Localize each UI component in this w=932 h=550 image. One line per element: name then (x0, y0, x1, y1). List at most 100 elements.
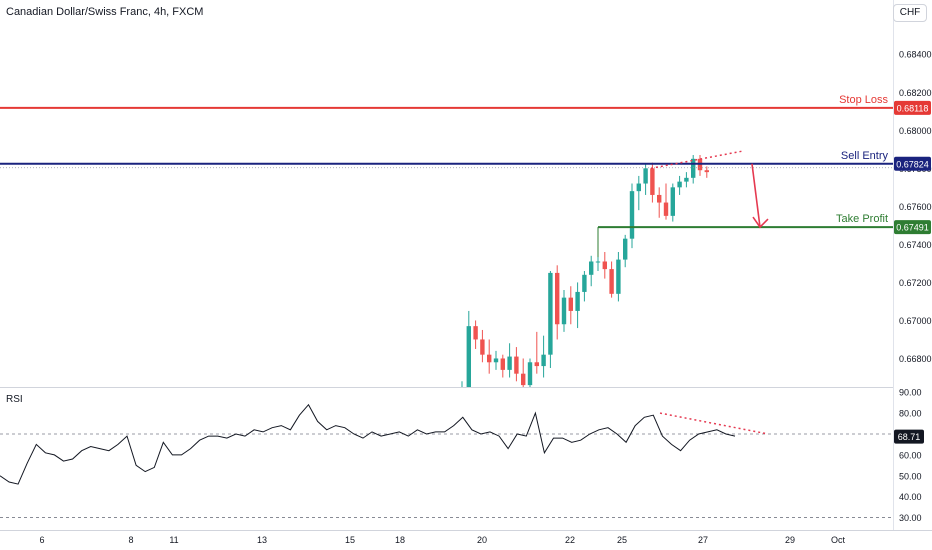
candle[interactable] (514, 347, 519, 382)
rsi-tick-label: 50.00 (899, 471, 922, 481)
candle[interactable] (684, 172, 689, 188)
candle-body (473, 326, 478, 340)
price-tick-label: 0.68400 (899, 50, 932, 60)
candle-body (480, 339, 485, 355)
price-tick-label: 0.68200 (899, 88, 932, 98)
candle[interactable] (534, 331, 539, 374)
candle[interactable] (548, 271, 553, 368)
candle[interactable] (466, 310, 471, 387)
currency-selector[interactable]: CHF (893, 4, 927, 22)
candle[interactable] (636, 175, 641, 211)
candle-body (589, 261, 594, 275)
candle[interactable] (527, 358, 533, 387)
candle-body (643, 168, 648, 184)
candle-body (670, 187, 675, 216)
candle[interactable] (575, 282, 580, 329)
candle[interactable] (616, 251, 621, 302)
candle[interactable] (493, 350, 499, 370)
rsi-pane[interactable] (0, 403, 893, 518)
level-name: Stop Loss (839, 94, 888, 106)
time-tick-label: 22 (565, 535, 575, 545)
candle[interactable] (602, 251, 607, 279)
candle-body (514, 356, 519, 374)
level-price-tag (894, 156, 931, 171)
time-tick-label: 27 (698, 535, 708, 545)
time-tick-label: 25 (617, 535, 627, 545)
time-tick-label: 15 (345, 535, 355, 545)
projection-arrowhead (752, 216, 769, 229)
candle-body (623, 238, 628, 260)
candle[interactable] (704, 166, 709, 178)
candle[interactable] (609, 261, 614, 298)
candle-body (493, 358, 499, 363)
level-price-label: 0.67491 (896, 223, 929, 233)
candle-body (527, 362, 533, 386)
candle-body (548, 272, 553, 355)
price-divergence-line (650, 150, 743, 170)
candle-body (684, 177, 689, 182)
candle-body (650, 168, 655, 195)
candle-body (555, 272, 560, 325)
candle-body (602, 261, 607, 270)
candle-body (521, 373, 526, 386)
candle-body (500, 358, 505, 370)
rsi-value-label: 68.71 (898, 432, 921, 442)
candle[interactable] (657, 187, 662, 218)
candle-body (507, 356, 512, 370)
rsi-tick-label: 30.00 (899, 513, 922, 523)
candle-body (595, 261, 601, 263)
time-tick-label: 11 (169, 535, 178, 545)
level-price-tag (894, 220, 931, 235)
rsi-tick-label: 80.00 (899, 409, 922, 419)
candle-body (636, 183, 641, 192)
price-tick-label: 0.67200 (899, 278, 932, 288)
rsi-tick-label: 40.00 (899, 492, 922, 502)
candle[interactable] (459, 381, 465, 388)
price-tick-label: 0.67000 (899, 316, 932, 326)
candle[interactable] (521, 358, 526, 387)
candle-body (609, 269, 614, 294)
candle-body (534, 362, 539, 367)
price-pane[interactable] (459, 155, 709, 388)
candle[interactable] (480, 329, 485, 363)
rsi-tick-label: 60.00 (899, 450, 922, 460)
rsi-divergence-line (659, 412, 769, 435)
rsi-tick-label: 90.00 (899, 388, 922, 398)
candle[interactable] (677, 175, 682, 195)
candle-body (487, 354, 492, 363)
candle[interactable] (487, 339, 492, 374)
candle-body (616, 259, 621, 294)
candle[interactable] (541, 335, 546, 378)
candle[interactable] (555, 265, 560, 340)
time-tick-label: 18 (395, 535, 405, 545)
candle[interactable] (663, 183, 669, 220)
projection-arrow (751, 163, 761, 228)
candle[interactable] (561, 290, 567, 332)
level-name: Take Profit (836, 213, 888, 225)
chart-title: Canadian Dollar/Swiss Franc, 4h, FXCM (6, 6, 204, 18)
candle[interactable] (650, 162, 655, 203)
time-tick-label: 29 (785, 535, 795, 545)
candle-body (663, 202, 669, 216)
candle[interactable] (691, 155, 696, 184)
time-tick-label: 8 (128, 535, 133, 545)
level-price-tag (894, 100, 931, 115)
candle[interactable] (643, 164, 648, 195)
candle[interactable] (473, 320, 478, 349)
candle[interactable] (507, 343, 512, 378)
candle[interactable] (500, 354, 505, 378)
rsi-label: RSI (6, 394, 23, 405)
candle[interactable] (582, 271, 587, 302)
candle[interactable] (568, 286, 573, 325)
level-name: Sell Entry (841, 150, 889, 162)
price-tick-label: 0.67400 (899, 240, 932, 250)
price-tick-label: 0.68000 (899, 126, 932, 136)
candle-body (691, 158, 696, 178)
candle-body (575, 291, 580, 311)
candle[interactable] (629, 183, 635, 249)
candle[interactable] (589, 255, 594, 287)
candle[interactable] (670, 183, 675, 222)
rsi-line[interactable] (0, 403, 736, 485)
candle[interactable] (623, 234, 628, 268)
